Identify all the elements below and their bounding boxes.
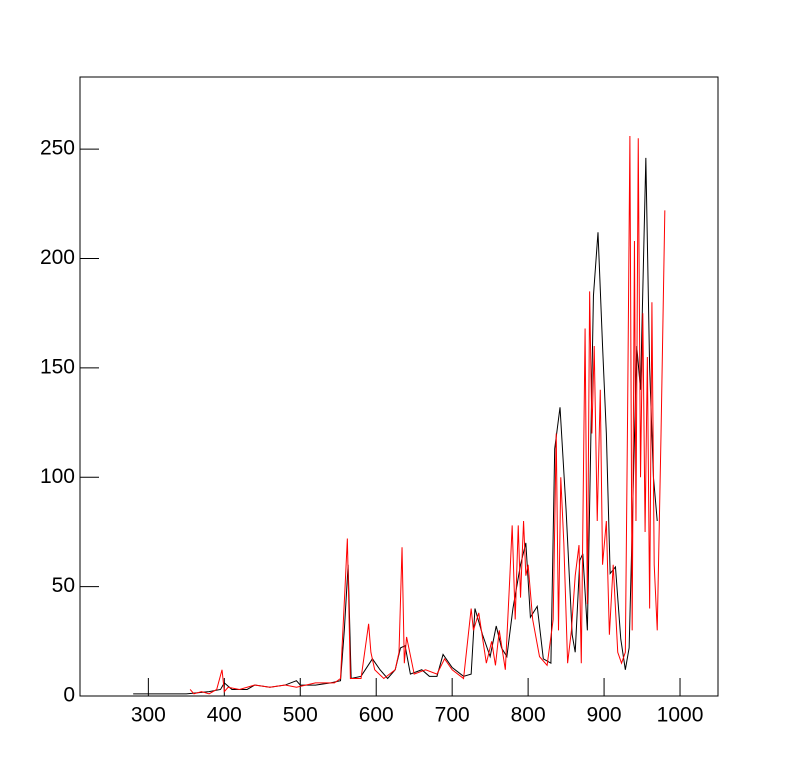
y-tick-label: 150 (40, 355, 75, 378)
x-tick-label: 300 (131, 704, 166, 727)
x-tick-label: 800 (511, 704, 546, 727)
x-tick-label: 900 (587, 704, 622, 727)
series-line (133, 157, 658, 695)
x-tick-label: 700 (435, 704, 470, 727)
y-tick-label: 200 (40, 246, 75, 269)
plot-frame (79, 76, 719, 697)
y-tick-label: 50 (52, 574, 75, 597)
x-tick-label: 500 (283, 704, 318, 727)
x-tick-label: 1000 (657, 704, 704, 727)
y-tick-label: 0 (63, 684, 75, 707)
x-tick-label: 600 (359, 704, 394, 727)
y-tick-label: 250 (40, 137, 75, 160)
x-tick-label: 400 (207, 704, 242, 727)
series-line (189, 136, 666, 695)
y-tick-label: 100 (40, 465, 75, 488)
